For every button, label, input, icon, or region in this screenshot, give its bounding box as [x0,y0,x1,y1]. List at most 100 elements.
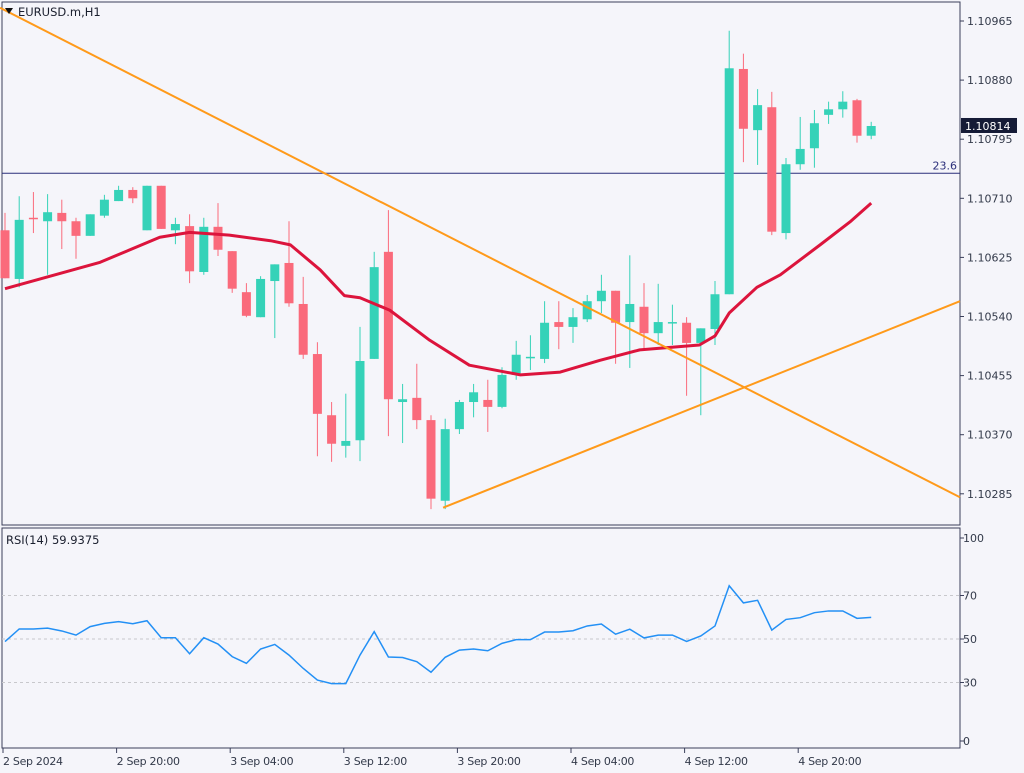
candle-body [596,290,606,302]
bullish-candle [256,276,266,318]
bearish-candle [241,283,251,318]
candle-body [554,322,564,327]
bearish-candle [327,402,337,462]
trendlines [0,6,961,509]
bearish-candle [0,212,10,279]
bullish-candle [99,194,109,218]
bullish-candle [582,294,592,323]
bearish-candle [611,290,621,364]
rsi-tick-label: 100 [963,532,984,545]
bullish-candle [43,194,53,275]
candle-body [398,399,408,403]
candle-body [227,251,237,289]
price-tick-label: 1.10795 [967,133,1013,146]
bullish-candle [540,301,550,364]
candle-body [738,68,748,129]
candle-body [14,219,24,279]
current-price-tag-bg [961,117,1017,133]
bearish-candle [426,415,436,510]
symbol-title: EURUSD.m,H1 [18,5,101,19]
time-tick-label: 3 Sep 20:00 [457,755,520,768]
moving-average-line[interactable] [4,202,873,377]
candle-body [753,105,763,131]
candle-body [341,440,351,446]
candle-body [43,212,53,222]
candle-body [128,189,138,199]
time-tick-label: 2 Sep 2024 [3,755,63,768]
rsi-tick-label: 70 [963,590,977,603]
candle-body [682,322,692,343]
candle-body [312,354,322,414]
bullish-candle [625,255,635,368]
bullish-candle [454,399,464,435]
price-tick-label: 1.10710 [967,192,1013,205]
bearish-candle [852,98,862,143]
bullish-candle [724,30,734,295]
candle-body [795,148,805,165]
candle-body [866,125,876,136]
bearish-candle [738,53,748,163]
rsi-tick-label: 30 [963,677,977,690]
rsi-title: RSI(14) 59.9375 [6,533,100,547]
bullish-candle [596,274,606,314]
candle-body [838,101,848,110]
candle-body [355,360,365,441]
candle-body [0,230,10,279]
bearish-candle [156,185,166,229]
candle-body [710,294,720,330]
time-tick-label: 2 Sep 20:00 [117,755,180,768]
candle-body [483,399,493,407]
candle-body [781,164,791,234]
bearish-candle [28,192,38,234]
bearish-candle [213,203,223,257]
bullish-candle [355,326,365,462]
bearish-candle [639,283,649,350]
candle-body [383,251,393,400]
bullish-candle [809,109,819,168]
rsi-tick-label: 50 [963,633,977,646]
bearish-candle [682,317,692,396]
rsi-axis: 100 70 50 30 0 [960,532,984,748]
candle-body [270,264,280,282]
price-tick-label: 1.10540 [967,311,1013,324]
candle-body [809,123,819,149]
candle-body [412,397,422,421]
bullish-candle [469,383,479,418]
bearish-candle [185,214,195,284]
price-tick-label: 1.10285 [967,488,1013,501]
rsi-line [4,584,872,685]
candle-body [298,303,308,355]
bullish-candle [866,121,876,140]
current-price-tag: 1.10814 [961,117,1017,133]
bearish-candle [298,276,308,359]
candle-body [852,100,862,136]
candle-body [256,278,266,318]
candle-body [625,303,635,323]
time-axis: 2 Sep 2024 2 Sep 20:00 3 Sep 04:00 3 Sep 12… [2,748,862,768]
bullish-candle [653,283,663,346]
triangle-down-icon[interactable] [5,8,13,14]
bullish-candle [440,418,450,510]
bullish-candle [525,335,535,371]
bullish-candle [838,91,848,118]
rsi-level-lines [2,595,960,683]
candle-body [156,185,166,229]
time-tick-label: 4 Sep 20:00 [798,755,861,768]
candle-body [114,189,124,202]
candle-body [440,429,450,501]
price-tick-label: 1.10880 [967,74,1013,87]
candle-body [142,185,152,231]
current-price-label: 1.10814 [965,120,1011,133]
candle-body [724,68,734,295]
trendline[interactable] [442,300,961,509]
trendline[interactable] [0,6,961,499]
time-tick-label: 3 Sep 12:00 [344,755,407,768]
fib-level: 23.6 [2,159,960,174]
rsi-tick-label: 0 [963,735,970,748]
candle-body [99,199,109,216]
price-tick-label: 1.10370 [967,429,1013,442]
bearish-candle [554,301,564,350]
candle-body [369,267,379,359]
